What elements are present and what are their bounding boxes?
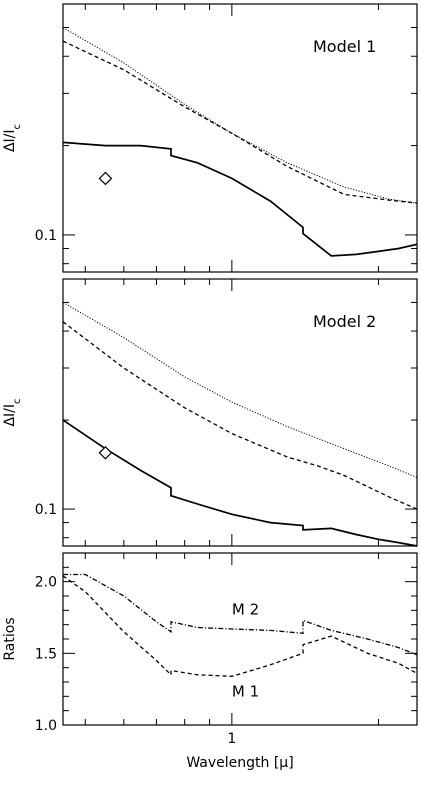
panel-3-y-tick-label: 1.5 (35, 646, 57, 662)
panel-3-annotation-m2: M 2 (232, 601, 259, 619)
panel-2-y-tick-label: 0.1 (35, 502, 57, 518)
panel-2-y-axis-label: ΔI/Ic (2, 398, 23, 426)
panel-3-series-dashdot-m2 (63, 573, 418, 656)
panel-1-series-dotted (62, 27, 418, 204)
panel-1-y-tick-label: 0.1 (35, 228, 57, 244)
panel-3-x-tick-label: 1 (227, 731, 236, 747)
panel-1-diamond-marker (98, 171, 113, 186)
panel-3-annotation-m1: M 1 (232, 682, 259, 700)
panel-1-y-axis-label: ΔI/Ic (2, 124, 23, 152)
panel-3-series-dashed-m1 (62, 575, 418, 677)
panel-2-series-solid (62, 419, 418, 547)
panel-2-title: Model 2 (313, 312, 376, 331)
panel-1-series-solid (62, 141, 418, 257)
panel-2-series-dashed (62, 321, 418, 510)
panel-3-y-tick-label: 2.0 (35, 575, 57, 591)
panel-3-x-axis-label: Wavelength [μ] (186, 755, 293, 771)
panel-3-y-tick-label: 1.0 (35, 718, 57, 734)
panel-2-frame (62, 278, 418, 547)
panel-1-series-dashed (62, 40, 418, 204)
panel-2-series-dotted (62, 301, 418, 478)
panel-3-y-axis-label: Ratios (2, 617, 18, 660)
panel-1-frame (62, 3, 418, 273)
panel-2-diamond-marker (98, 445, 113, 460)
panel-1-title: Model 1 (313, 37, 376, 56)
